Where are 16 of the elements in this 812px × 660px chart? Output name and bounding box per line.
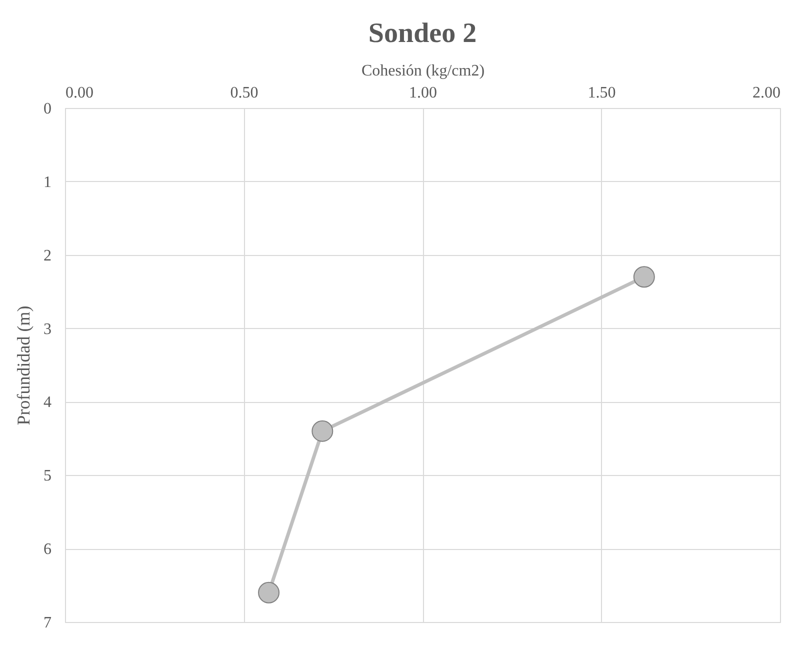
x-tick-label: 1.50: [588, 84, 616, 102]
x-tick-label: 0.50: [230, 84, 258, 102]
y-tick-label: 0: [44, 100, 52, 118]
y-tick-label: 6: [44, 541, 52, 558]
y-tick-label: 3: [44, 320, 52, 338]
y-tick-label: 5: [44, 468, 52, 485]
y-tick-label: 2: [44, 247, 52, 264]
x-tick-label: 1.00: [409, 84, 437, 102]
y-tick-label: 4: [44, 394, 52, 412]
y-tick-label: 7: [44, 614, 52, 632]
x-tick-label: 0.00: [66, 84, 94, 102]
x-axis-title: Cohesión (kg/cm2): [361, 62, 485, 80]
chart-title: Sondeo 2: [368, 18, 477, 49]
y-tick-label: 1: [44, 174, 52, 191]
y-axis-title: Profundidad (m): [14, 306, 34, 426]
x-tick-label: 2.00: [752, 84, 780, 102]
